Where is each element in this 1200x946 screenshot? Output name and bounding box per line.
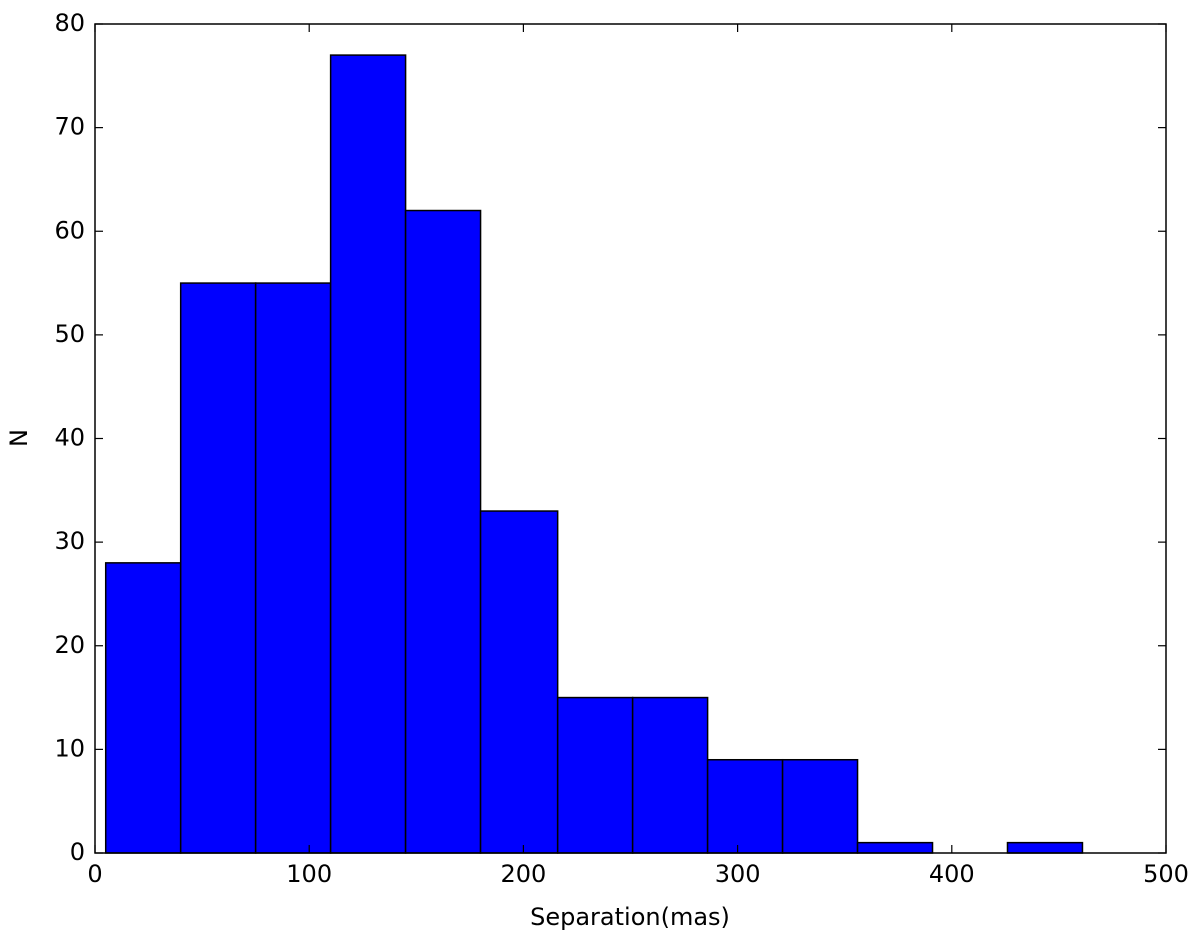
bar	[179, 282, 257, 854]
bar	[104, 562, 182, 854]
bar	[856, 841, 934, 854]
bar	[404, 209, 482, 854]
x-tick-label: 500	[1143, 860, 1189, 888]
y-tick-label: 50	[54, 320, 85, 348]
y-tick-label: 10	[54, 734, 85, 762]
y-axis-label: N	[5, 429, 33, 447]
bar	[254, 282, 332, 854]
x-tick-label: 100	[286, 860, 332, 888]
bar	[556, 696, 634, 854]
y-tick-label: 0	[70, 838, 85, 866]
bar	[1006, 841, 1084, 854]
x-axis-label: Separation(mas)	[530, 903, 730, 931]
y-tick-label: 30	[54, 527, 85, 555]
bar	[631, 696, 709, 854]
y-tick-label: 60	[54, 216, 85, 244]
bar	[479, 510, 559, 854]
bar	[706, 758, 784, 854]
x-tick-label: 200	[500, 860, 546, 888]
bar	[781, 758, 859, 854]
bar	[329, 54, 407, 854]
y-tick-label: 70	[54, 113, 85, 141]
x-tick-label: 0	[87, 860, 102, 888]
x-tick-label: 300	[715, 860, 761, 888]
y-tick-label: 20	[54, 631, 85, 659]
y-tick-label: 40	[54, 424, 85, 452]
y-tick-label: 80	[54, 9, 85, 37]
x-tick-label: 400	[929, 860, 975, 888]
